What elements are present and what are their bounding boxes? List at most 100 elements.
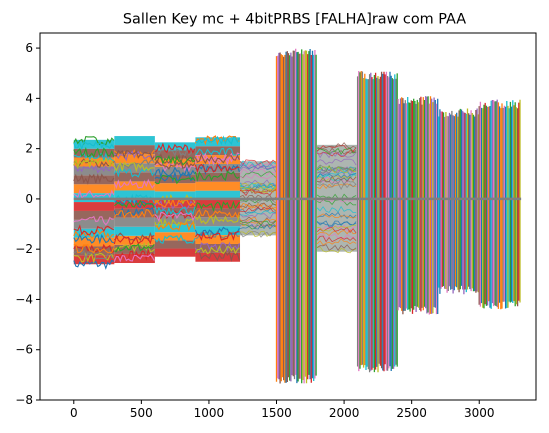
trace-band: [114, 154, 155, 164]
trace-line: [113, 241, 155, 253]
trace-line: [154, 153, 196, 166]
trace-line: [154, 197, 196, 208]
trace-line: [73, 158, 114, 168]
trace-line: [73, 243, 115, 254]
trace-band: [73, 219, 115, 229]
trace-line: [239, 206, 277, 214]
trace-line: [73, 164, 115, 174]
trace-band: [154, 191, 196, 200]
trace-band: [154, 240, 196, 249]
trace-band: [114, 190, 155, 200]
trace-band: [73, 202, 115, 211]
trace-band: [73, 175, 115, 185]
trace-line: [239, 231, 277, 238]
trace-band: [114, 172, 155, 182]
trace-band: [73, 148, 115, 158]
trace-line: [73, 224, 115, 236]
trace-band: [195, 163, 241, 173]
trace-line: [316, 235, 357, 243]
trace-band: [154, 248, 196, 257]
trace-line: [316, 164, 357, 172]
trace-line: [316, 233, 357, 240]
trace-line: [113, 233, 155, 246]
trace-line: [154, 234, 196, 244]
trace-line: [194, 153, 240, 165]
signal-segment-5: [275, 48, 317, 384]
y-tick-label: 0: [25, 192, 33, 206]
trace-line: [316, 211, 357, 220]
x-tick-label: 2500: [396, 406, 427, 420]
trace-line: [154, 154, 196, 166]
trace-line: [113, 161, 155, 173]
trace-line: [239, 223, 277, 230]
trace-line: [73, 173, 115, 185]
trace-band: [73, 210, 115, 220]
signal-segment-2: [154, 142, 196, 257]
trace-line: [73, 243, 115, 254]
trace-line: [73, 146, 115, 158]
trace-line: [239, 181, 277, 189]
trace-band: [73, 237, 115, 247]
trace-line: [194, 147, 240, 157]
trace-band: [154, 224, 196, 233]
x-tick-label: 0: [70, 406, 78, 420]
trace-line: [316, 229, 357, 237]
trace-line: [73, 252, 115, 264]
y-tick-label: −2: [15, 242, 33, 256]
trace-line: [194, 231, 240, 242]
x-tick-label: 1000: [194, 406, 225, 420]
trace-line: [239, 203, 277, 211]
chart-title: Sallen Key mc + 4bitPRBS [FALHA]raw com …: [123, 12, 466, 28]
signal-segment-8: [397, 96, 439, 315]
trace-line: [239, 220, 277, 228]
trace-line: [194, 226, 240, 237]
trace-line: [239, 210, 277, 217]
axes-spines: [39, 32, 537, 401]
trace-band: [154, 199, 196, 208]
trace-line: [194, 170, 240, 182]
x-tick-label: 500: [130, 406, 153, 420]
trace-line: [154, 147, 196, 157]
trace-band: [114, 217, 155, 227]
trace-band: [114, 163, 155, 173]
trace-band: [195, 181, 241, 191]
signal-segment-3: [194, 135, 241, 262]
y-tick-label: 4: [25, 91, 33, 105]
trace-line: [239, 183, 277, 190]
trace-line: [114, 243, 155, 253]
trace-line: [194, 200, 240, 212]
trace-band: [73, 166, 115, 176]
x-axis: 0 500 1000 1500 2000 2500 3000: [70, 400, 495, 420]
plot-area: 0 500 1000 1500 2000 2500 3000 −8 −6 −4 −2 0 2 4 6: [15, 32, 549, 420]
trace-line: [316, 205, 357, 214]
trace-band: [114, 226, 155, 236]
trace-line: [73, 233, 115, 245]
signal-segment-0: [73, 135, 115, 270]
trace-line: [316, 220, 357, 228]
trace-band: [114, 199, 155, 209]
trace-band: [195, 235, 241, 244]
trace-line: [316, 238, 357, 246]
signal-segment-10: [478, 99, 521, 310]
x-tick-label: 2000: [329, 406, 360, 420]
trace-line: [239, 223, 277, 230]
trace-band: [195, 226, 241, 236]
signal-segment-9: [438, 108, 479, 295]
x-tick-label: 1500: [261, 406, 292, 420]
signal-segment-1: [113, 136, 155, 264]
trace-line: [114, 150, 155, 162]
trace-line: [239, 173, 277, 180]
trace-line: [194, 214, 240, 225]
trace-line: [239, 165, 277, 173]
trace-band: [154, 166, 196, 176]
trace-band: [195, 190, 241, 200]
trace-line: [194, 163, 240, 174]
trace-line: [73, 151, 114, 163]
trace-line: [316, 158, 357, 166]
trace-line: [194, 208, 240, 219]
trace-line: [194, 250, 240, 262]
trace-line: [317, 224, 357, 232]
x-tick-label: 3000: [464, 406, 495, 420]
trace-band: [154, 142, 196, 151]
